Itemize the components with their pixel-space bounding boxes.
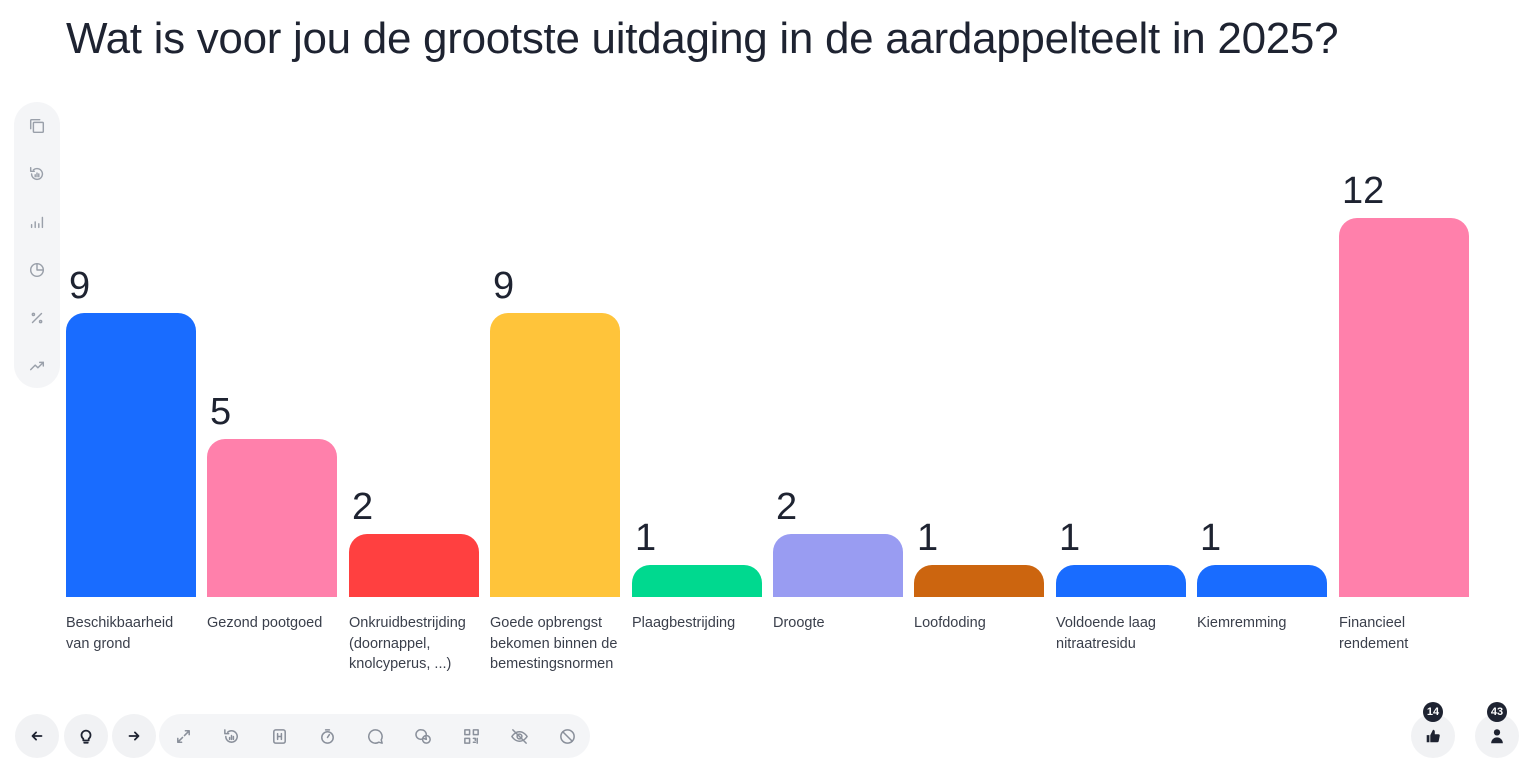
bar xyxy=(632,565,762,597)
presenter-toolbar xyxy=(159,714,590,758)
reset-icon xyxy=(223,728,238,743)
side-tool-rail xyxy=(14,102,60,388)
category-label: Droogte xyxy=(773,613,903,634)
category-label-line: Goede opbrengst xyxy=(490,615,603,631)
hide-icon xyxy=(510,728,528,744)
previous-slide-button[interactable] xyxy=(15,714,59,758)
category-label: Onkruidbestrijding (doornappel, knolcyperu… xyxy=(349,613,479,675)
bar-chart-icon xyxy=(30,216,44,229)
category-label-line: knolcyperus, ...) xyxy=(349,656,452,672)
qa-icon xyxy=(414,728,431,744)
reactions-counter[interactable]: 14 xyxy=(1411,702,1455,758)
bar-value-label: 1 xyxy=(635,517,657,559)
reactions-count: 14 xyxy=(1423,702,1443,722)
pie-chart-icon xyxy=(29,262,45,278)
category-label-line: Kiemremming xyxy=(1197,615,1287,631)
category-label-line: Gezond pootgoed xyxy=(207,615,323,631)
category-label-line: rendement xyxy=(1339,635,1409,652)
disable-icon xyxy=(559,728,575,744)
arrow-right-icon xyxy=(128,731,140,741)
copy-icon xyxy=(29,118,45,134)
qa-button[interactable] xyxy=(409,722,437,750)
hide-results-icon xyxy=(272,728,286,744)
category-label-line: Plaagbestrijding xyxy=(632,615,736,631)
category-label: Beschikbaarheid van grond xyxy=(66,613,196,654)
bar xyxy=(1056,565,1186,597)
category-label-line: van grond xyxy=(66,635,131,652)
bar xyxy=(490,313,620,597)
category-label-line: nitraatresidu xyxy=(1056,635,1136,652)
bar-value-label: 9 xyxy=(69,265,91,307)
category-label-line: Beschikbaarheid xyxy=(66,615,174,631)
bar-value-label: 1 xyxy=(917,517,939,559)
bar-value-label: 5 xyxy=(210,391,232,433)
next-slide-button[interactable] xyxy=(112,714,156,758)
hide-button[interactable] xyxy=(505,722,533,750)
category-label: Voldoende laag nitraatresidu xyxy=(1056,613,1186,654)
page-title: Wat is voor jou de grootste uitdaging in… xyxy=(66,14,1339,63)
category-label-line: Droogte xyxy=(773,615,825,631)
reset-results-icon xyxy=(29,166,44,181)
qr-code-button[interactable] xyxy=(457,722,485,750)
fullscreen-icon xyxy=(176,729,190,743)
category-label: Loofdoding xyxy=(914,613,1044,634)
trend-button[interactable] xyxy=(25,354,49,378)
bar xyxy=(773,534,903,597)
category-label-line: (doornappel, xyxy=(349,635,431,652)
category-label: Plaagbestrijding xyxy=(632,613,762,634)
timer-button[interactable] xyxy=(313,722,341,750)
category-label: Gezond pootgoed xyxy=(207,613,337,634)
bar xyxy=(914,565,1044,597)
category-label: Goede opbrengst bekomen binnen de bemestin… xyxy=(490,613,620,675)
chat-icon xyxy=(367,728,383,744)
participants-counter[interactable]: 43 xyxy=(1475,702,1519,758)
category-label-line: Onkruidbestrijding xyxy=(349,615,466,631)
category-label-line: Voldoende laag xyxy=(1056,615,1156,631)
category-label-line: bemestingsnormen xyxy=(490,656,614,672)
bar-value-label: 12 xyxy=(1342,170,1385,212)
timer-icon xyxy=(320,728,334,744)
bar xyxy=(66,313,196,597)
reset-results-button[interactable] xyxy=(25,162,49,186)
fullscreen-button[interactable] xyxy=(169,722,197,750)
category-label-line: Loofdoding xyxy=(914,615,986,631)
reset-button[interactable] xyxy=(217,722,245,750)
bar-value-label: 9 xyxy=(493,265,515,307)
bar xyxy=(349,534,479,597)
category-label: Financieel rendement xyxy=(1339,613,1469,654)
thumbs-up-icon xyxy=(1426,729,1440,743)
category-label-line: Financieel xyxy=(1339,615,1406,631)
pie-chart-button[interactable] xyxy=(25,258,49,282)
copy-button[interactable] xyxy=(25,114,49,138)
bar-value-label: 2 xyxy=(352,486,374,528)
hint-button[interactable] xyxy=(64,714,108,758)
person-icon xyxy=(1491,729,1503,744)
bar xyxy=(1339,218,1469,597)
percent-button[interactable] xyxy=(25,306,49,330)
participants-count: 43 xyxy=(1487,702,1507,722)
bar-value-label: 2 xyxy=(776,486,798,528)
bar-chart-button[interactable] xyxy=(25,210,49,234)
category-label-line: bekomen binnen de xyxy=(490,635,618,652)
arrow-left-icon xyxy=(31,731,43,741)
chat-button[interactable] xyxy=(361,722,389,750)
trend-icon xyxy=(29,361,45,371)
lightbulb-icon xyxy=(80,729,92,744)
bar-value-label: 1 xyxy=(1059,517,1081,559)
percent-icon xyxy=(31,312,43,324)
category-label: Kiemremming xyxy=(1197,613,1327,634)
bar-value-label: 1 xyxy=(1200,517,1222,559)
qr-code-icon xyxy=(463,728,479,744)
bar xyxy=(207,439,337,597)
bar xyxy=(1197,565,1327,597)
disable-button[interactable] xyxy=(553,722,581,750)
hide-results-button[interactable] xyxy=(265,722,293,750)
